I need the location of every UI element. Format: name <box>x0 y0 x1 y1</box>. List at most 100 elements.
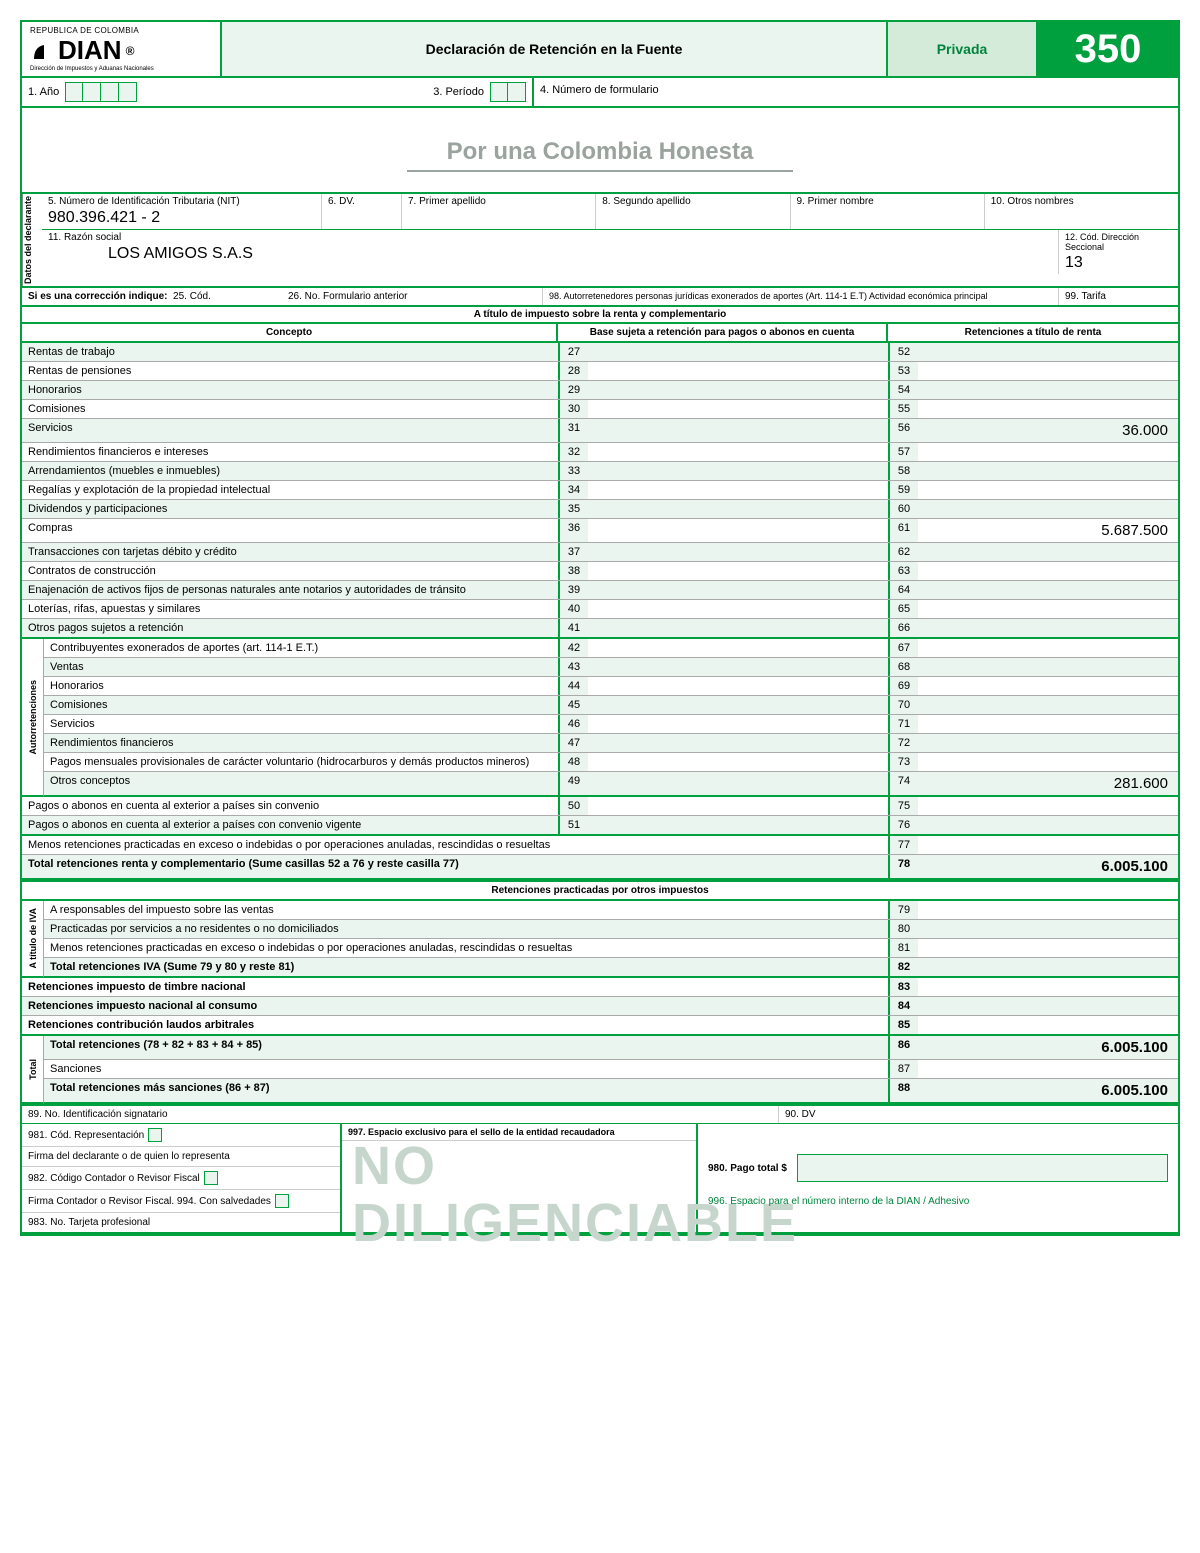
row-label: Compras <box>22 519 558 542</box>
row-cell-value <box>918 901 1178 919</box>
col-concepto: Concepto <box>22 324 558 341</box>
row-label: Regalías y explotación de la propiedad i… <box>22 481 558 499</box>
table-row: Total retenciones (78 + 82 + 83 + 84 + 8… <box>44 1036 1178 1060</box>
table-row: A responsables del impuesto sobre las ve… <box>44 901 1178 920</box>
row-cell-retencion <box>918 343 1178 361</box>
row-cell-base <box>588 381 888 399</box>
table-row: Loterías, rifas, apuestas y similares406… <box>22 600 1178 619</box>
row-cell-retencion <box>918 362 1178 380</box>
row-cell-num: 85 <box>888 1016 918 1034</box>
formulario-anterior-label: 26. No. Formulario anterior <box>282 288 542 305</box>
row-cell-retencion: 281.600 <box>918 772 1178 795</box>
cod-rep-box[interactable] <box>148 1128 162 1142</box>
row-cell-num: 64 <box>888 581 918 599</box>
salvedades-box[interactable] <box>275 1194 289 1208</box>
row-cell-base <box>588 639 888 657</box>
table-row: Dividendos y participaciones3560 <box>22 500 1178 519</box>
row-label: Pagos o abonos en cuenta al exterior a p… <box>22 797 558 815</box>
row-label: Otros pagos sujetos a retención <box>22 619 558 637</box>
table-row: Comisiones3055 <box>22 400 1178 419</box>
table-row: Rendimientos financieros e intereses3257 <box>22 443 1178 462</box>
row-cell-value: 6.005.100 <box>918 1036 1178 1059</box>
pago-total-label: 980. Pago total $ <box>708 1163 787 1174</box>
row-cell-num: 57 <box>888 443 918 461</box>
row-cell-base <box>588 543 888 561</box>
row-label: Comisiones <box>44 696 558 714</box>
adhesivo-label: 996. Espacio para el número interno de l… <box>698 1192 1178 1211</box>
row-cell-num: 50 <box>558 797 588 815</box>
row-cell-num: 34 <box>558 481 588 499</box>
row-cell-retencion <box>918 500 1178 518</box>
row-cell-base <box>588 362 888 380</box>
table-row: Enajenación de activos fijos de personas… <box>22 581 1178 600</box>
rows-renta-total: Menos retenciones practicadas en exceso … <box>22 836 1178 880</box>
table-row: Contratos de construcción3863 <box>22 562 1178 581</box>
row-cell-value <box>918 997 1178 1015</box>
pago-total-input[interactable] <box>797 1154 1168 1182</box>
table-row: Pagos o abonos en cuenta al exterior a p… <box>22 816 1178 836</box>
row-cell-retencion <box>918 696 1178 714</box>
row-cell-retencion <box>918 619 1178 637</box>
row-cell-retencion <box>918 581 1178 599</box>
row-cell-num: 87 <box>888 1060 918 1078</box>
year-label: 1. Año <box>28 86 59 98</box>
row-cell-num: 39 <box>558 581 588 599</box>
signatario-dv-label: 90. DV <box>778 1106 1178 1123</box>
row-cell-num: 53 <box>888 362 918 380</box>
row-cell-retencion <box>918 753 1178 771</box>
iva-group: A título de IVA A responsables del impue… <box>22 901 1178 978</box>
cod-contador-box[interactable] <box>204 1171 218 1185</box>
row-cell-retencion <box>918 381 1178 399</box>
seccional-label: 12. Cód. Dirección Seccional <box>1065 232 1172 252</box>
table-row: Transacciones con tarjetas débito y créd… <box>22 543 1178 562</box>
row-cell-base <box>588 753 888 771</box>
signatario-id-label: 89. No. Identificación signatario <box>22 1106 778 1123</box>
declarante-block: Datos del declarante 5. Número de Identi… <box>22 192 1178 288</box>
table-header: Concepto Base sujeta a retención para pa… <box>22 324 1178 343</box>
row-cell-num: 31 <box>558 419 588 442</box>
row-label: Otros conceptos <box>44 772 558 795</box>
row-cell-num: 83 <box>888 978 918 996</box>
rows-other: Retenciones impuesto de timbre nacional8… <box>22 978 1178 1036</box>
nit-label: 5. Número de Identificación Tributaria (… <box>48 196 315 207</box>
row-label: Contratos de construcción <box>22 562 558 580</box>
row-cell-num: 38 <box>558 562 588 580</box>
declarante-side-label: Datos del declarante <box>22 194 42 286</box>
row-cell-retencion <box>918 600 1178 618</box>
table-row: Servicios315636.000 <box>22 419 1178 443</box>
row-label: Enajenación de activos fijos de personas… <box>22 581 558 599</box>
form-title: Declaración de Retención en la Fuente <box>222 22 888 76</box>
row-cell-num: 51 <box>558 816 588 834</box>
row-cell-base <box>588 400 888 418</box>
row-cell-base <box>588 658 888 676</box>
section1-title: A título de impuesto sobre la renta y co… <box>22 307 1178 324</box>
row-cell-num: 69 <box>888 677 918 695</box>
row-cell-num: 61 <box>888 519 918 542</box>
row-cell-num: 48 <box>558 753 588 771</box>
year-input[interactable] <box>65 82 137 102</box>
period-input[interactable] <box>490 82 526 102</box>
row-cell-num: 40 <box>558 600 588 618</box>
row-cell-num: 74 <box>888 772 918 795</box>
correccion-cod: 25. Cód. <box>173 291 211 302</box>
otros-nombres-label: 10. Otros nombres <box>985 194 1178 229</box>
row-cell-base <box>588 816 888 834</box>
row-cell-base <box>588 419 888 442</box>
republic-label: REPUBLICA DE COLOMBIA <box>30 26 212 35</box>
row-cell-retencion <box>918 562 1178 580</box>
row-label: Total retenciones (78 + 82 + 83 + 84 + 8… <box>44 1036 888 1059</box>
primer-nombre-label: 9. Primer nombre <box>791 194 985 229</box>
tarjeta-label: 983. No. Tarjeta profesional <box>28 1217 150 1228</box>
row-label: Servicios <box>22 419 558 442</box>
row-cell-retencion <box>918 816 1178 834</box>
row-label: Loterías, rifas, apuestas y similares <box>22 600 558 618</box>
auto-side-label: Autorretenciones <box>28 680 38 755</box>
row-cell-base <box>588 443 888 461</box>
dv-label: 6. DV. <box>322 194 402 229</box>
row-label: Rendimientos financieros e intereses <box>22 443 558 461</box>
row-cell-value: 6.005.100 <box>918 855 1178 878</box>
section2-title: Retenciones practicadas por otros impues… <box>22 880 1178 901</box>
row-label: Dividendos y participaciones <box>22 500 558 518</box>
row-cell-retencion <box>918 715 1178 733</box>
table-row: Menos retenciones practicadas en exceso … <box>44 939 1178 958</box>
